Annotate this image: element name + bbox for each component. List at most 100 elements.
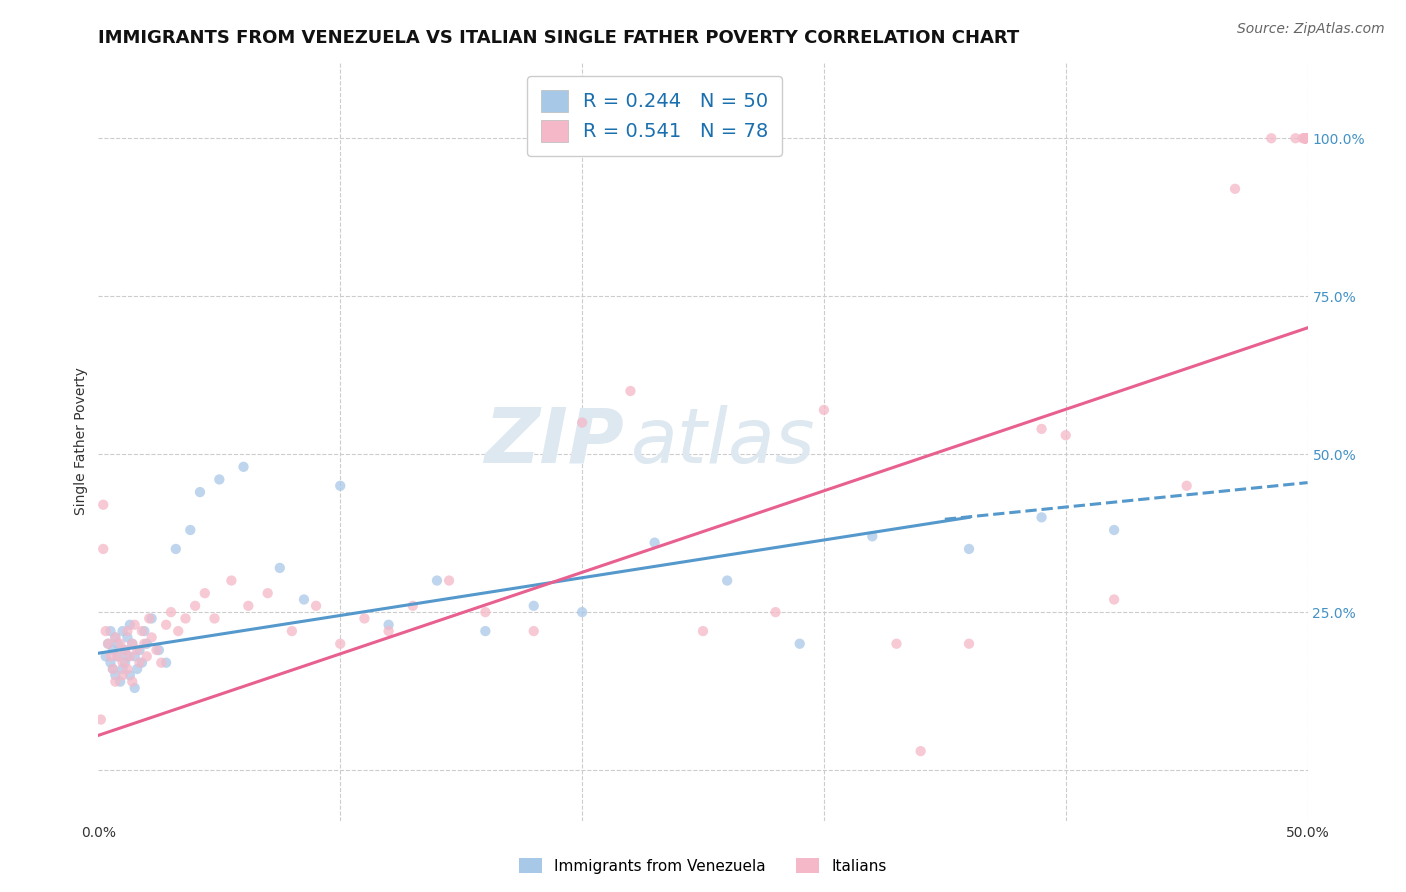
Point: [111, 624, 134, 639]
Point: [188, 485, 211, 500]
Point: [128, 643, 150, 657]
Point: [148, 643, 170, 657]
Point: [104, 631, 127, 645]
Point: [765, 605, 787, 619]
Point: [644, 535, 666, 549]
Point: [91, 498, 114, 512]
Point: [184, 599, 207, 613]
Point: [117, 662, 139, 676]
Point: [1294, 131, 1316, 145]
Point: [114, 656, 136, 670]
Point: [1294, 131, 1316, 145]
Point: [292, 592, 315, 607]
Point: [402, 599, 425, 613]
Point: [107, 637, 129, 651]
Point: [1292, 131, 1315, 145]
Point: [131, 624, 153, 639]
Point: [118, 668, 141, 682]
Point: [208, 473, 231, 487]
Point: [108, 674, 131, 689]
Point: [1294, 131, 1316, 145]
Point: [1294, 131, 1316, 145]
Point: [128, 656, 150, 670]
Point: [1294, 131, 1316, 145]
Point: [619, 384, 641, 398]
Point: [124, 649, 146, 664]
Point: [118, 617, 141, 632]
Point: [1102, 523, 1125, 537]
Point: [114, 643, 136, 657]
Point: [101, 662, 124, 676]
Point: [1031, 510, 1053, 524]
Point: [1294, 131, 1316, 145]
Text: Source: ZipAtlas.com: Source: ZipAtlas.com: [1237, 22, 1385, 37]
Point: [523, 624, 546, 639]
Point: [155, 617, 177, 632]
Point: [238, 599, 260, 613]
Point: [353, 611, 375, 625]
Point: [94, 649, 117, 664]
Y-axis label: Single Father Poverty: Single Father Poverty: [75, 368, 89, 516]
Point: [523, 599, 546, 613]
Point: [104, 668, 127, 682]
Point: [134, 637, 156, 651]
Point: [135, 649, 157, 664]
Point: [179, 523, 201, 537]
Point: [571, 605, 593, 619]
Point: [1294, 131, 1316, 145]
Point: [145, 643, 167, 657]
Point: [474, 624, 496, 639]
Point: [121, 674, 143, 689]
Point: [117, 631, 139, 645]
Point: [101, 662, 124, 676]
Point: [1294, 131, 1316, 145]
Point: [204, 611, 226, 625]
Point: [1102, 592, 1125, 607]
Text: ZIP: ZIP: [485, 405, 624, 478]
Point: [127, 643, 149, 657]
Point: [94, 624, 117, 639]
Legend: R = 0.244   N = 50, R = 0.541   N = 78: R = 0.244 N = 50, R = 0.541 N = 78: [527, 76, 782, 156]
Point: [329, 637, 352, 651]
Point: [90, 713, 112, 727]
Point: [111, 662, 134, 676]
Point: [111, 668, 134, 682]
Point: [100, 624, 122, 639]
Point: [117, 624, 139, 639]
Point: [107, 649, 129, 664]
Point: [114, 643, 136, 657]
Legend: Immigrants from Venezuela, Italians: Immigrants from Venezuela, Italians: [513, 852, 893, 880]
Point: [134, 624, 156, 639]
Point: [571, 416, 593, 430]
Point: [1260, 131, 1282, 145]
Point: [160, 605, 183, 619]
Point: [118, 649, 141, 664]
Point: [100, 649, 122, 664]
Point: [127, 662, 149, 676]
Point: [377, 617, 399, 632]
Point: [232, 459, 254, 474]
Point: [101, 643, 124, 657]
Point: [100, 656, 122, 670]
Point: [957, 541, 980, 556]
Point: [281, 624, 304, 639]
Point: [150, 656, 173, 670]
Point: [155, 656, 177, 670]
Point: [121, 637, 143, 651]
Point: [108, 637, 131, 651]
Point: [104, 631, 127, 645]
Point: [813, 403, 835, 417]
Point: [221, 574, 243, 588]
Point: [886, 637, 908, 651]
Point: [377, 624, 399, 639]
Point: [426, 574, 449, 588]
Point: [269, 561, 291, 575]
Point: [1054, 428, 1077, 442]
Text: atlas: atlas: [630, 405, 815, 478]
Point: [1175, 479, 1198, 493]
Point: [957, 637, 980, 651]
Point: [474, 605, 496, 619]
Point: [91, 541, 114, 556]
Point: [437, 574, 460, 588]
Point: [117, 649, 139, 664]
